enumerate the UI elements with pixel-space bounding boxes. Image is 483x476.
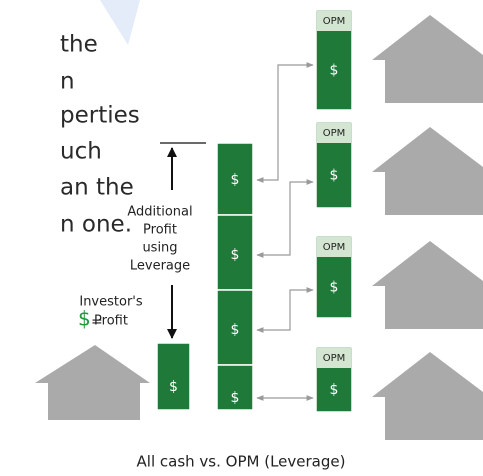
cell-label: $ [231, 247, 240, 263]
opm-tag: OPM [323, 16, 346, 27]
house [372, 352, 483, 440]
cell [216, 364, 254, 411]
text-line: uch [60, 139, 102, 165]
cell-label: $ [231, 322, 240, 338]
opm-label: $ [330, 63, 339, 79]
opm-tag-box [317, 11, 351, 31]
left-text: the n perties uch an the n one. [60, 32, 140, 238]
label-line: using [142, 241, 177, 256]
cell [216, 214, 254, 291]
decor-shape [100, 0, 140, 45]
opm-label: $ [330, 168, 339, 184]
legend-line: Investor's [79, 295, 143, 310]
cell-label: $ [231, 390, 240, 406]
cell [216, 142, 254, 216]
leverage-label: Additional Profit using Leverage [127, 205, 192, 274]
legend-text: Investor's Profit [79, 295, 143, 329]
text-line: n [60, 69, 75, 95]
opm-label: $ [330, 280, 339, 296]
legend-line: Profit [94, 314, 128, 329]
caption: All cash vs. OPM (Leverage) [137, 453, 346, 471]
house [372, 127, 483, 215]
text-line: n one. [60, 212, 132, 238]
opm-tag-box [317, 123, 351, 143]
house [372, 15, 483, 103]
connectors [256, 62, 314, 401]
opm-label: $ [330, 382, 339, 398]
legend-equals: = [91, 314, 103, 330]
leveraged-stack: $ $ $ $ [216, 142, 254, 411]
all-cash-label: $ [169, 379, 178, 395]
houses [372, 15, 483, 440]
house [372, 241, 483, 329]
text-line: an the [60, 175, 134, 201]
label-line: Additional [127, 205, 192, 220]
opm-tag-box [317, 348, 351, 368]
connector [256, 287, 314, 333]
opm-tag: OPM [323, 242, 346, 253]
cell-label: $ [231, 172, 240, 188]
opm-tag: OPM [323, 353, 346, 364]
opm-tag: OPM [323, 128, 346, 139]
label-line: Leverage [130, 259, 190, 274]
legend-symbol: $ [78, 307, 91, 331]
connector [256, 179, 314, 258]
opm-tag-box [317, 237, 351, 257]
all-cash-box [156, 342, 191, 411]
opm-units: OPM $ OPM $ OPM $ OPM $ [315, 9, 353, 413]
text-line: perties [60, 103, 140, 129]
house [35, 345, 150, 420]
text-line: the [60, 32, 98, 58]
label-line: Profit [143, 223, 177, 238]
connector [256, 62, 314, 183]
